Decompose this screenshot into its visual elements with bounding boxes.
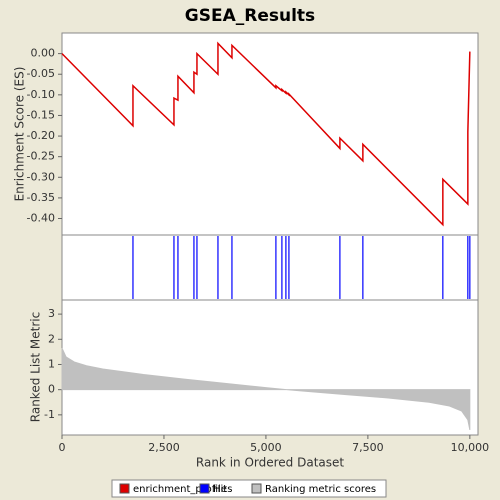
legend-swatch (119, 483, 130, 494)
legend-label: Ranking metric scores (265, 484, 376, 495)
metric-area (61, 347, 471, 431)
y-tick-label: 0.00 (31, 47, 56, 60)
y-tick-label: -0.10 (27, 88, 55, 101)
legend (111, 479, 387, 498)
x-tick-label: 7,500 (352, 441, 384, 454)
legend-label: enrichment_profile (133, 484, 227, 495)
y-tick-label: -0.35 (27, 191, 55, 204)
y-tick-label: -0.15 (27, 108, 55, 121)
y-tick-label: -0.05 (27, 67, 55, 80)
x-tick-label: 5,000 (250, 441, 282, 454)
y-tick-label: -0.25 (27, 150, 55, 163)
y-tick-label: 3 (48, 307, 55, 320)
y-tick-label: -0.20 (27, 129, 55, 142)
x-tick-label: 0 (59, 441, 66, 454)
legend-label: Hits (213, 484, 232, 495)
y-axis-label: Enrichment Score (ES) (13, 67, 27, 202)
legend-swatch (251, 483, 262, 494)
plot-area (61, 32, 479, 436)
enrichment-line (61, 41, 471, 227)
legend-swatch (199, 483, 210, 494)
y-tick-label: 2 (48, 332, 55, 345)
y-tick-label: 0 (48, 383, 55, 396)
y-tick-label: 1 (48, 357, 55, 370)
y-axis-label: Ranked List Metric (29, 312, 43, 422)
y-tick-label: -0.40 (27, 212, 55, 225)
x-tick-label: 2,500 (148, 441, 180, 454)
x-axis-label: Rank in Ordered Dataset (196, 456, 344, 470)
x-tick-label: 10,000 (451, 441, 490, 454)
y-tick-label: -1 (44, 408, 55, 421)
chart-title: GSEA_Results (185, 6, 315, 26)
y-tick-label: -0.30 (27, 170, 55, 183)
